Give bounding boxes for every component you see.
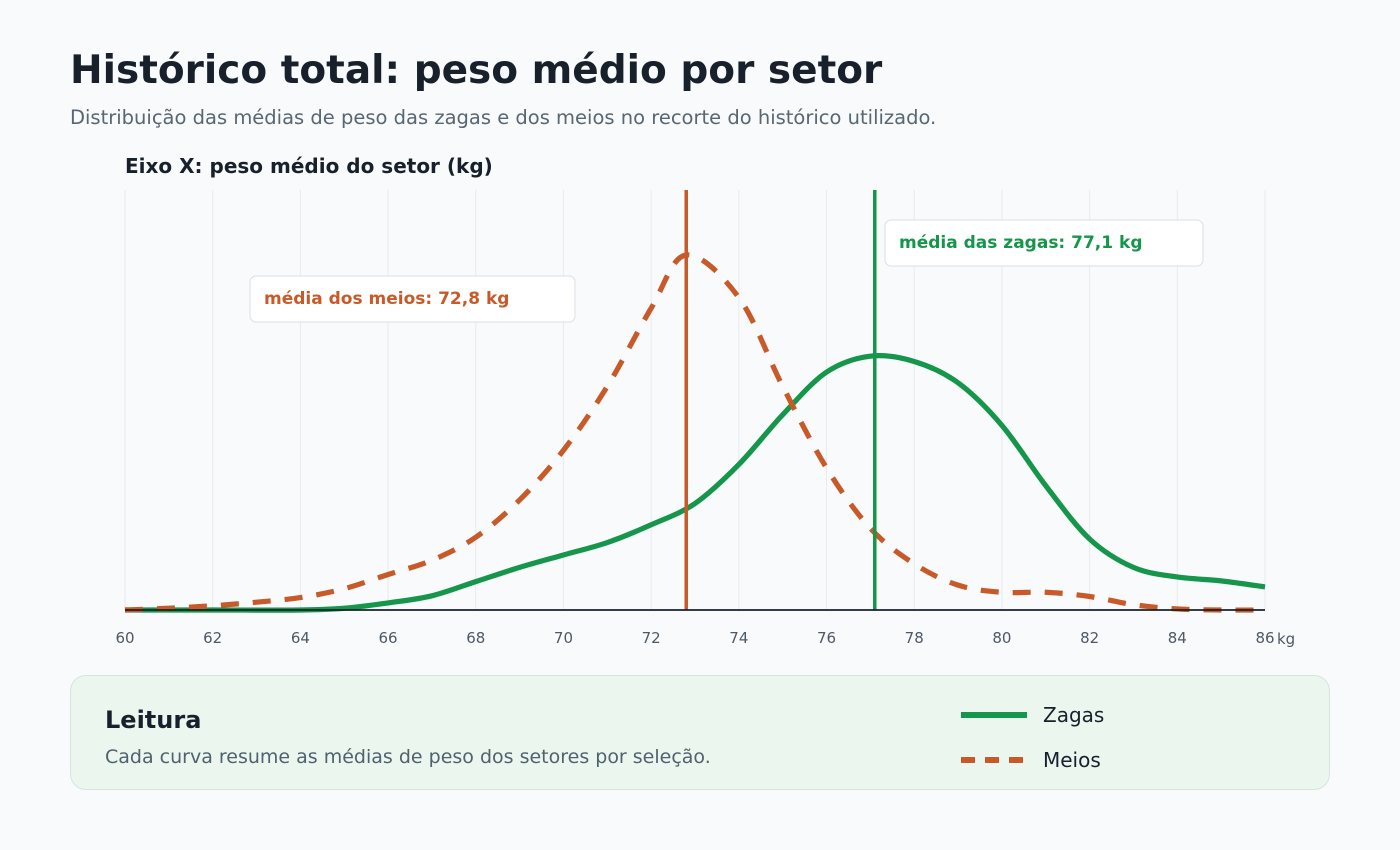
legend-item-zagas: Zagas <box>961 700 1104 730</box>
x-tick-label-72: 72 <box>642 629 661 647</box>
reference-layer <box>684 190 877 610</box>
x-tick-label-86: 86 <box>1255 629 1274 647</box>
meios-mean-annotation: média dos meios: 72,8 kg <box>264 289 509 309</box>
x-tick-label-84: 84 <box>1168 629 1187 647</box>
axis-layer: 60 62 64 66 68 70 72 74 76 78 80 82 84 86 kg <box>115 609 1295 648</box>
legend-item-meios: Meios <box>961 745 1101 775</box>
reading-description: Cada curva resume as médias de peso dos … <box>105 746 711 768</box>
x-tick-label-68: 68 <box>466 629 485 647</box>
solid-line-icon <box>961 712 1027 718</box>
zagas-mean-annotation: média das zagas: 77,1 kg <box>899 233 1143 253</box>
x-tick-label-60: 60 <box>115 629 134 647</box>
x-tick-label-70: 70 <box>554 629 573 647</box>
page-subtitle: Distribuição das médias de peso das zaga… <box>70 106 937 129</box>
x-tick-label-62: 62 <box>203 629 222 647</box>
x-tick-label-82: 82 <box>1080 629 1099 647</box>
dashed-line-icon <box>961 757 1027 763</box>
reading-title: Leitura <box>105 706 202 734</box>
reading-panel: Leitura Cada curva resume as médias de p… <box>70 675 1330 790</box>
x-tick-label-76: 76 <box>817 629 836 647</box>
x-tick-label-66: 66 <box>379 629 398 647</box>
page-title: Histórico total: peso médio por setor <box>70 48 883 93</box>
x-tick-label-74: 74 <box>729 629 748 647</box>
meios-mean-annotation-box <box>249 275 576 323</box>
annotation-layer: média dos meios: 72,8 kg média das zagas:… <box>249 219 1204 323</box>
x-tick-label-80: 80 <box>992 629 1011 647</box>
chart-legend: Zagas Meios <box>961 700 1261 780</box>
zagas-mean-annotation-box <box>884 219 1204 267</box>
x-unit-label: kg <box>1277 630 1295 648</box>
zagas-density-curve <box>125 353 1266 613</box>
legend-label-meios: Meios <box>1043 748 1101 772</box>
x-tick-label-78: 78 <box>905 629 924 647</box>
x-axis-title: Eixo X: peso médio do setor (kg) <box>125 154 493 178</box>
x-tick-label-64: 64 <box>291 629 310 647</box>
legend-label-zagas: Zagas <box>1043 703 1105 727</box>
